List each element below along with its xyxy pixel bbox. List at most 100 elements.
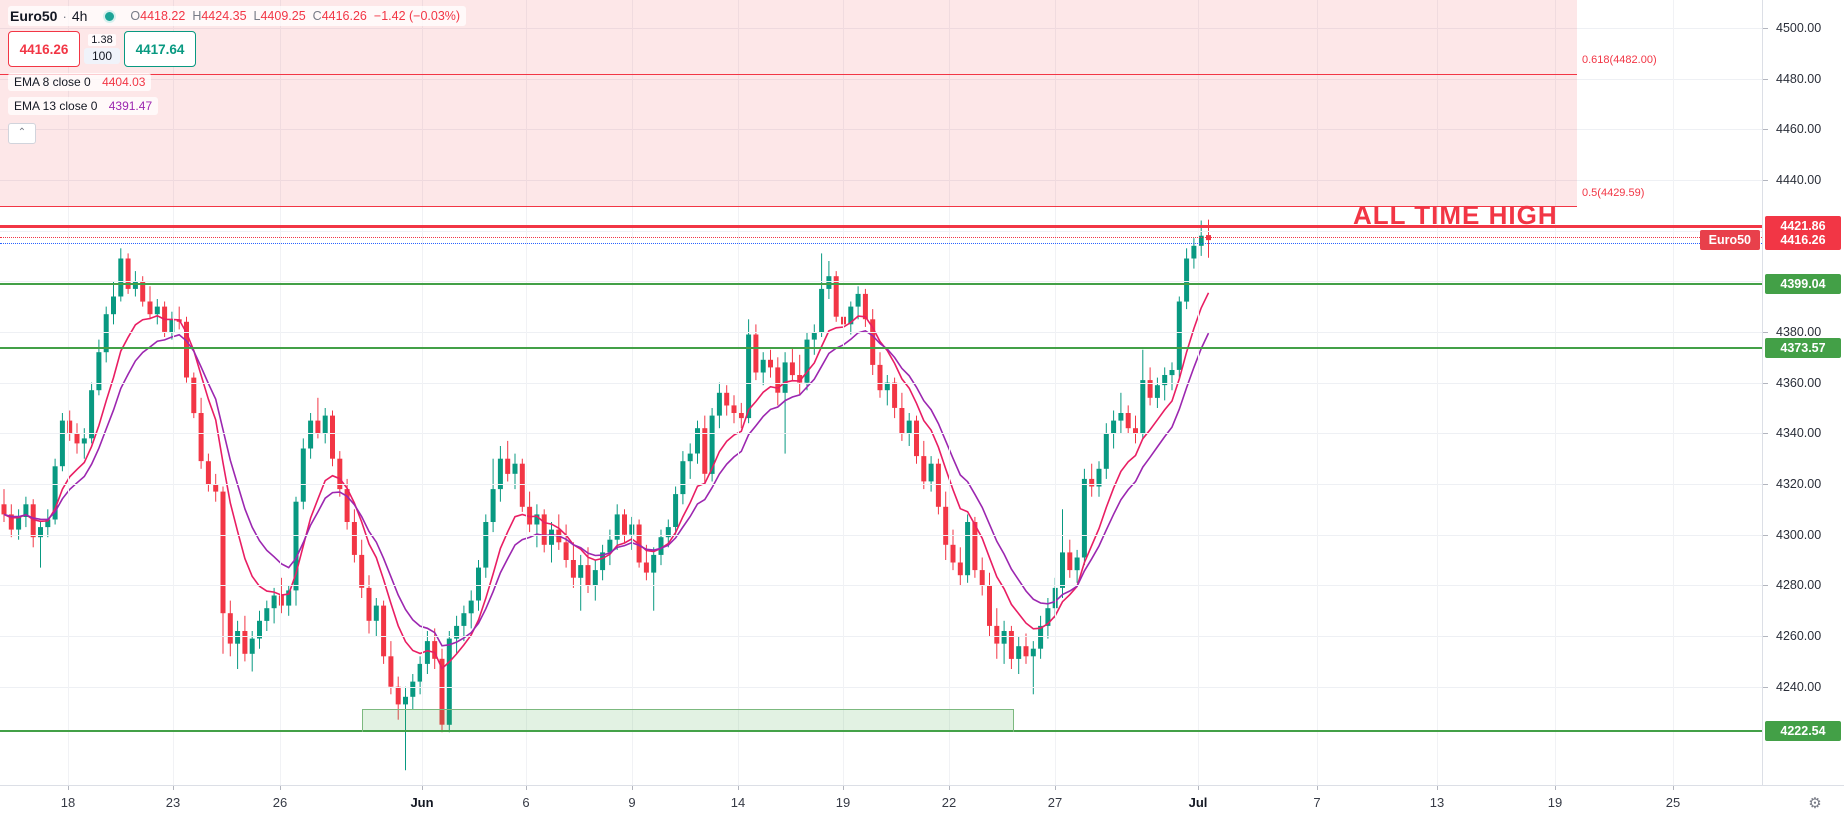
time-tick-mark: [1555, 786, 1556, 790]
time-tick-label: 13: [1429, 795, 1445, 810]
h-gridline: [0, 281, 1762, 283]
price-tick-label: 4280.00: [1763, 578, 1844, 592]
time-tick-mark: [1198, 786, 1199, 790]
support-line[interactable]: [0, 282, 1762, 285]
quantity-field[interactable]: 100: [83, 48, 121, 64]
h-gridline: [0, 230, 1762, 232]
market-status-icon[interactable]: [103, 9, 117, 23]
interval-label[interactable]: 4h: [71, 8, 88, 24]
candle-body: [884, 382, 890, 391]
ath-line[interactable]: [0, 224, 1762, 228]
candle-body: [527, 506, 533, 525]
ohlc-readout: O4418.22 H4424.35 L4409.25 C4416.26 −1.42 (−…: [130, 9, 460, 23]
spread-quantity-column: 1.38 100: [80, 31, 124, 67]
candle-body: [359, 554, 365, 588]
candle-body: [468, 600, 474, 614]
candle-body: [1038, 625, 1044, 649]
time-axis[interactable]: ⚙ 18 23 26 Jun 6 9 14 19 22 27 Jul 7 13 19 25: [0, 785, 1844, 818]
candle-body: [300, 448, 306, 502]
fib-level-label: 0.5(4429.59): [1582, 187, 1645, 200]
candle-body: [81, 438, 87, 444]
price-tick-label: 4320.00: [1763, 477, 1844, 491]
candle-body: [563, 542, 569, 560]
price-tick-label: 4260.00: [1763, 629, 1844, 643]
candle-body: [972, 522, 978, 571]
candle-body: [862, 293, 868, 320]
candle-body: [96, 352, 102, 391]
h-gridline: [0, 27, 1762, 29]
ath-label[interactable]: ALL TIME HIGH: [1353, 199, 1558, 230]
price-level-label: 4416.26: [1765, 230, 1841, 251]
candle-body: [461, 613, 467, 626]
candle-body: [899, 408, 905, 434]
candle-body: [198, 413, 204, 462]
candle-body: [490, 489, 496, 522]
ema8-label: EMA 8 close 0: [14, 75, 91, 89]
v-gridline: [173, 0, 174, 786]
candle-body: [994, 625, 1000, 644]
buy-button[interactable]: 4417.64: [124, 31, 196, 67]
candle-body: [549, 529, 554, 545]
indicator-legend-ema8[interactable]: EMA 8 close 0 4404.03: [8, 73, 152, 91]
candle-body: [950, 544, 956, 563]
open-label: O: [130, 9, 141, 23]
candle-body: [351, 522, 357, 555]
candle-body: [118, 258, 124, 297]
fib-level-line[interactable]: [0, 73, 1577, 75]
candle-body: [753, 334, 759, 373]
candle-body: [8, 514, 14, 530]
candle-body: [271, 595, 277, 609]
candle-body: [658, 537, 664, 555]
price-level-label: 4399.04: [1765, 273, 1841, 294]
candle-body: [687, 453, 693, 462]
v-gridline: [1437, 0, 1438, 786]
candle-body: [162, 306, 168, 332]
support-line[interactable]: [0, 347, 1762, 350]
price-level-label: 4373.57: [1765, 338, 1841, 359]
candle-body: [570, 560, 576, 578]
candle-body: [965, 522, 971, 576]
ema-13-line[interactable]: [3, 330, 1210, 647]
chart-plot-area[interactable]: Euro50 · 4h O4418.22 H4424.35 L4409.25 C441…: [0, 0, 1762, 786]
candle-body: [592, 570, 598, 586]
candle-body: [1001, 631, 1007, 644]
fib-level-line[interactable]: [0, 206, 1577, 208]
time-tick-mark: [280, 786, 281, 790]
support-line[interactable]: [0, 730, 1762, 732]
candle-body: [600, 552, 606, 571]
gear-icon[interactable]: ⚙: [1808, 795, 1822, 812]
candle-body: [505, 458, 511, 474]
candle-body: [680, 461, 686, 495]
fib-retracement-zone[interactable]: [0, 0, 1577, 207]
candle-body: [811, 332, 817, 340]
candle-body: [227, 613, 233, 644]
ema8-value: 4404.03: [102, 75, 146, 89]
v-gridline: [1055, 0, 1056, 786]
trade-widget: 4416.26 1.38 100 4417.64: [8, 31, 196, 67]
candle-body: [344, 489, 350, 522]
price-tick-mark: [1763, 484, 1768, 485]
symbol-info-row[interactable]: Euro50 · 4h O4418.22 H4424.35 L4409.25 C441…: [8, 6, 467, 26]
symbol-name[interactable]: Euro50: [10, 8, 58, 24]
candle-body: [1016, 646, 1022, 659]
candle-body: [556, 529, 562, 543]
price-axis[interactable]: 4500.00 4480.00 4460.00 4440.00 4380.00 4360.…: [1762, 0, 1844, 786]
time-tick-mark: [843, 786, 844, 790]
indicator-legend-ema13[interactable]: EMA 13 close 0 4391.47: [8, 97, 159, 115]
demand-zone-box[interactable]: [362, 709, 1014, 732]
candle-body: [1111, 420, 1117, 434]
v-gridline: [280, 0, 281, 786]
candle-body: [943, 506, 949, 545]
time-tick-label: 7: [1313, 795, 1321, 810]
ema13-label: EMA 13 close 0: [14, 99, 98, 113]
time-tick-label: 9: [628, 795, 636, 810]
sell-button[interactable]: 4416.26: [8, 31, 80, 67]
collapse-legend-button[interactable]: ⌃: [8, 123, 36, 144]
candle-body: [782, 362, 788, 393]
candle-body: [1060, 552, 1065, 588]
candle-body: [987, 585, 992, 626]
time-tick-mark: [738, 786, 739, 790]
v-gridline: [949, 0, 950, 786]
candle-body: [403, 696, 408, 705]
candle-body: [935, 463, 941, 507]
